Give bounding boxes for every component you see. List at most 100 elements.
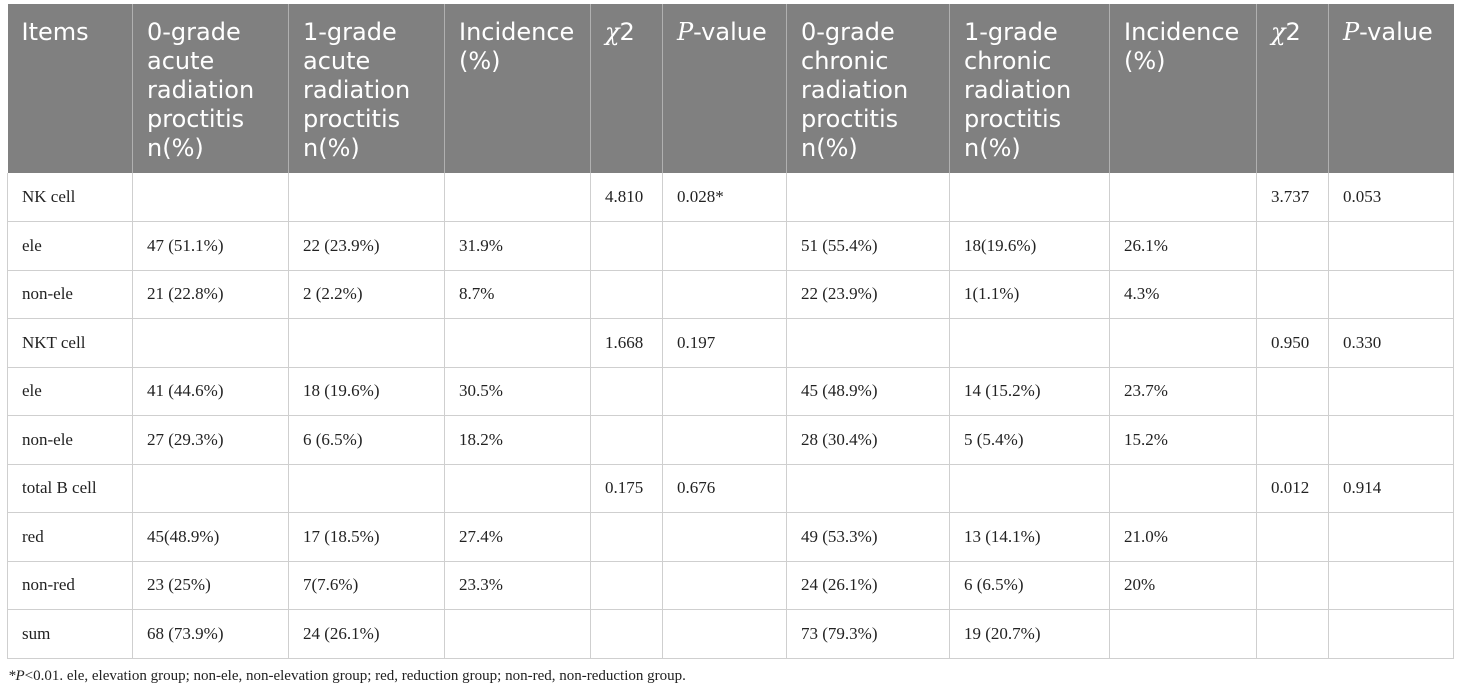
table-cell: 26.1% <box>1109 221 1257 271</box>
table-cell <box>132 318 289 368</box>
table-cell: 41 (44.6%) <box>132 366 289 416</box>
table-cell: 1.668 <box>590 318 663 368</box>
table-cell <box>662 512 787 562</box>
column-header-text: Incidence (%) <box>459 18 575 75</box>
table-row: NK cell 4.810 0.028* 3.737 0.053 <box>7 173 1454 222</box>
table-cell <box>786 318 950 368</box>
table-cell: 21 (22.8%) <box>132 269 289 319</box>
column-header-text: -value <box>1359 18 1433 46</box>
row-label-cell: ele <box>7 221 133 271</box>
table-row: NKT cell 1.668 0.197 0.950 0.330 <box>7 318 1454 368</box>
row-label-cell: non-ele <box>7 269 133 319</box>
table-cell <box>949 173 1110 222</box>
column-header-italic: χ <box>605 18 620 46</box>
table-cell: 5 (5.4%) <box>949 415 1110 465</box>
table-cell <box>1328 221 1454 271</box>
table-cell <box>1256 560 1329 610</box>
table-cell <box>1256 609 1329 659</box>
table-cell <box>1328 560 1454 610</box>
data-table: Items 0-grade acute radiation proctitis n… <box>7 4 1454 659</box>
table-row: non-ele 27 (29.3%) 6 (6.5%) 18.2% 28 (30.4%)… <box>7 415 1454 465</box>
table-cell: 30.5% <box>444 366 591 416</box>
column-header-text: 0-grade chronic radiation proctitis n(%) <box>801 18 909 162</box>
table-cell <box>662 221 787 271</box>
footnote-italic: *P <box>8 668 25 684</box>
table-cell: 23 (25%) <box>132 560 289 610</box>
table-cell <box>1328 609 1454 659</box>
table-cell <box>288 463 445 513</box>
row-label-cell: red <box>7 512 133 562</box>
table-cell <box>590 366 663 416</box>
table-cell: 27 (29.3%) <box>132 415 289 465</box>
table-cell: 68 (73.9%) <box>132 609 289 659</box>
table-cell <box>288 318 445 368</box>
table-cell: 47 (51.1%) <box>132 221 289 271</box>
table-row: ele 47 (51.1%) 22 (23.9%) 31.9% 51 (55.4%) 18… <box>7 221 1454 271</box>
table-cell: 0.330 <box>1328 318 1454 368</box>
table-cell: 17 (18.5%) <box>288 512 445 562</box>
table-cell <box>662 269 787 319</box>
row-label-cell: NKT cell <box>7 318 133 368</box>
table-row: total B cell 0.175 0.676 0.012 0.914 <box>7 463 1454 513</box>
row-label-cell: total B cell <box>7 463 133 513</box>
column-header: Incidence (%) <box>1109 4 1257 173</box>
column-header-italic: P <box>677 18 694 46</box>
table-cell <box>1109 609 1257 659</box>
table-cell <box>1328 512 1454 562</box>
table-cell <box>1256 366 1329 416</box>
column-header: 1-grade chronic radiation proctitis n(%) <box>949 4 1110 173</box>
table-cell: 14 (15.2%) <box>949 366 1110 416</box>
table-cell: 73 (79.3%) <box>786 609 950 659</box>
table-cell <box>1328 415 1454 465</box>
column-header: χ2 <box>1256 4 1329 173</box>
table-cell: 45(48.9%) <box>132 512 289 562</box>
column-header-italic: χ <box>1271 18 1286 46</box>
table-cell <box>1109 173 1257 222</box>
table-cell: 21.0% <box>1109 512 1257 562</box>
table-cell <box>662 366 787 416</box>
table-cell <box>786 463 950 513</box>
table-cell <box>288 173 445 222</box>
table-cell: 0.175 <box>590 463 663 513</box>
column-header: 1-grade acute radiation proctitis n(%) <box>288 4 445 173</box>
table-cell: 7(7.6%) <box>288 560 445 610</box>
table-body: NK cell 4.810 0.028* 3.737 0.053 ele 47 (51.1%… <box>7 173 1454 659</box>
table-cell: 23.7% <box>1109 366 1257 416</box>
table-row: red 45(48.9%) 17 (18.5%) 27.4% 49 (53.3%) 13 … <box>7 512 1454 562</box>
table-cell: 19 (20.7%) <box>949 609 1110 659</box>
table-cell: 49 (53.3%) <box>786 512 950 562</box>
column-header: 0-grade acute radiation proctitis n(%) <box>132 4 289 173</box>
table-cell: 0.053 <box>1328 173 1454 222</box>
table-cell: 18 (19.6%) <box>288 366 445 416</box>
column-header-text: 0-grade acute radiation proctitis n(%) <box>147 18 255 162</box>
table-cell: 20% <box>1109 560 1257 610</box>
table-cell <box>1328 269 1454 319</box>
table-cell: 45 (48.9%) <box>786 366 950 416</box>
table-row: non-red 23 (25%) 7(7.6%) 23.3% 24 (26.1%) 6 (… <box>7 560 1454 610</box>
table-cell <box>1256 269 1329 319</box>
table-cell <box>590 560 663 610</box>
table-cell: 24 (26.1%) <box>786 560 950 610</box>
column-header: Incidence (%) <box>444 4 591 173</box>
column-header-text: -value <box>693 18 767 46</box>
column-header: 0-grade chronic radiation proctitis n(%) <box>786 4 950 173</box>
table-cell: 4.3% <box>1109 269 1257 319</box>
table-cell <box>1109 463 1257 513</box>
table-cell <box>1109 318 1257 368</box>
table-row: ele 41 (44.6%) 18 (19.6%) 30.5% 45 (48.9%) 14… <box>7 366 1454 416</box>
table-cell <box>444 318 591 368</box>
column-header: χ2 <box>590 4 663 173</box>
table-cell: 0.950 <box>1256 318 1329 368</box>
table-cell: 0.012 <box>1256 463 1329 513</box>
table-cell: 23.3% <box>444 560 591 610</box>
row-label-cell: sum <box>7 609 133 659</box>
table-cell <box>132 463 289 513</box>
table-cell <box>590 609 663 659</box>
table-cell: 0.028* <box>662 173 787 222</box>
table-cell: 0.197 <box>662 318 787 368</box>
table-row: sum 68 (73.9%) 24 (26.1%) 73 (79.3%) 19 (20.… <box>7 609 1454 659</box>
table-cell <box>1256 512 1329 562</box>
footnote-text: <0.01. ele, elevation group; non-ele, no… <box>24 668 686 684</box>
table-cell: 0.914 <box>1328 463 1454 513</box>
table-cell <box>1328 366 1454 416</box>
